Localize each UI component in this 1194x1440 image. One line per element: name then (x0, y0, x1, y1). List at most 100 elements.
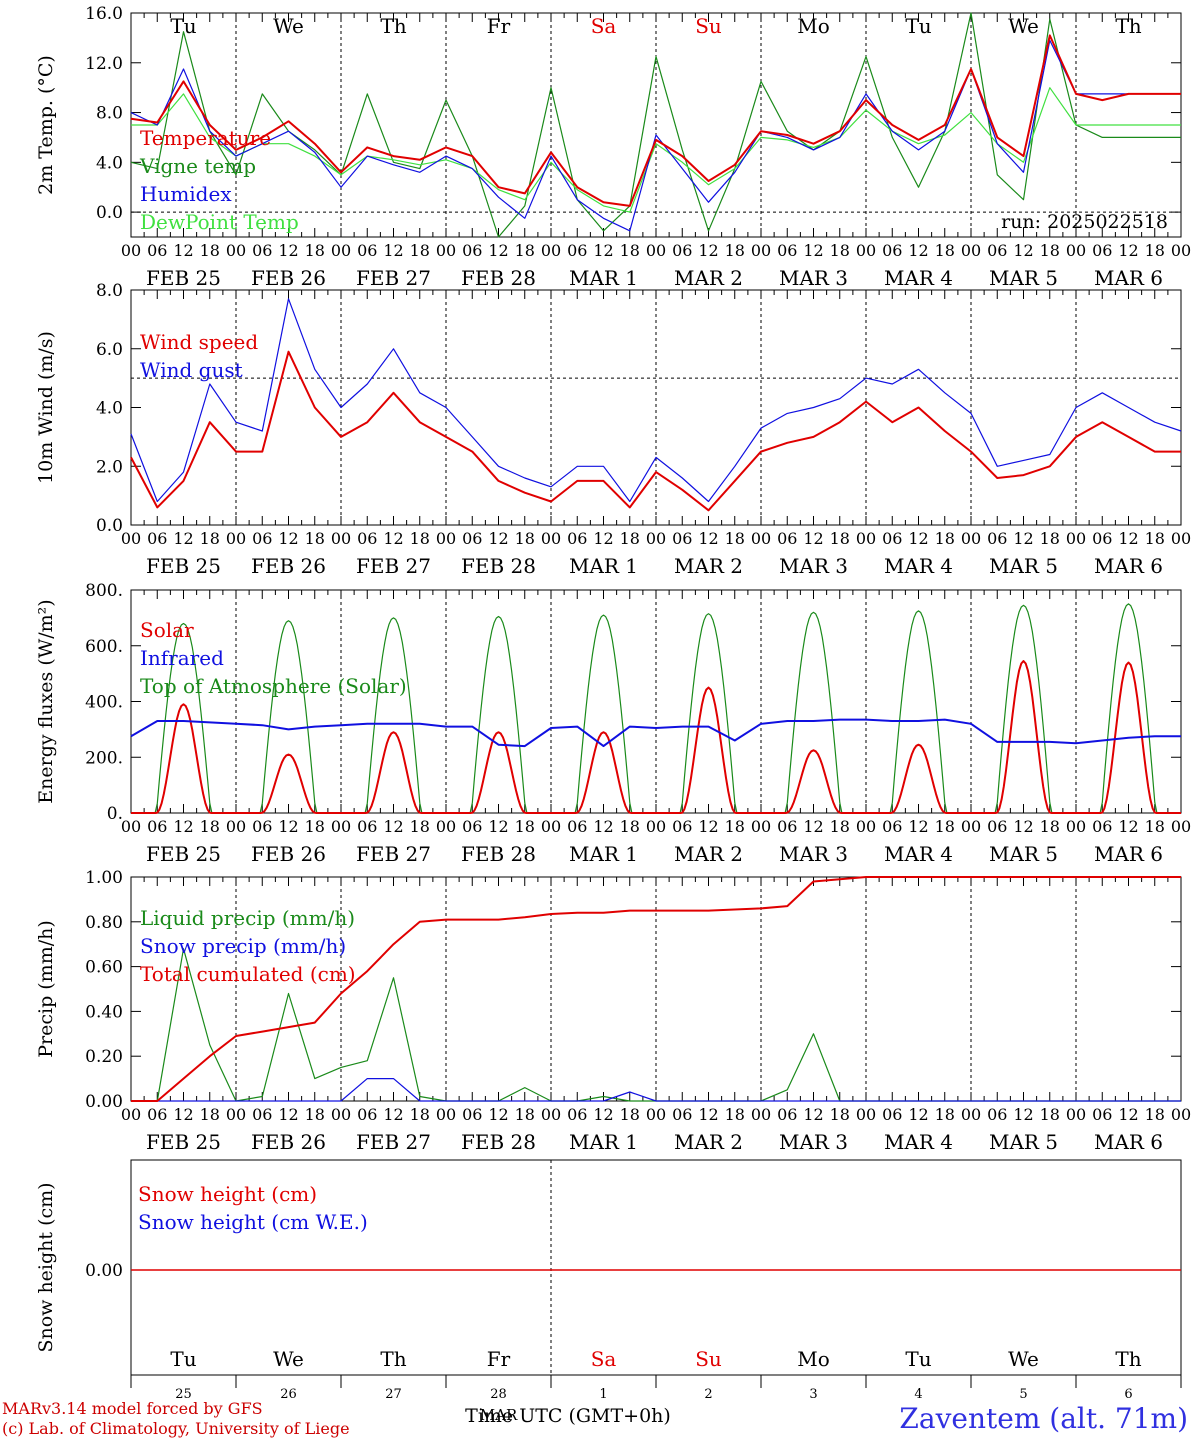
day-number: 1 (599, 1387, 607, 1402)
day-number: 27 (385, 1387, 402, 1402)
date-label: MAR 2 (674, 554, 743, 578)
panel-frame (130, 589, 1182, 814)
hour-label: 06 (462, 241, 482, 260)
hour-label: 18 (410, 817, 430, 836)
hour-label: 12 (278, 241, 298, 260)
hour-label: 00 (226, 1105, 246, 1124)
hour-label: 06 (672, 529, 692, 548)
hour-label: 06 (567, 817, 587, 836)
hour-label: 00 (961, 241, 981, 260)
hour-label: 06 (252, 817, 272, 836)
hour-label: 06 (252, 1105, 272, 1124)
weekday-label: We (273, 14, 304, 38)
infrared-line (130, 718, 1181, 748)
date-label: MAR 4 (884, 266, 953, 290)
weekday-label: Fr (487, 1347, 511, 1371)
lab-credit: (c) Lab. of Climatology, University of L… (2, 1419, 350, 1438)
hour-label: 06 (672, 817, 692, 836)
date-label: FEB 25 (146, 554, 221, 578)
day-number: 25 (175, 1387, 192, 1402)
hour-label: 00 (121, 241, 141, 260)
hour-label: 12 (278, 1105, 298, 1124)
y-tick-label: 0.60 (85, 958, 123, 978)
y-tick-label: 0.00 (85, 1261, 123, 1281)
day-number: 5 (1019, 1387, 1027, 1402)
date-label: MAR 3 (779, 554, 848, 578)
hour-label: 00 (856, 241, 876, 260)
hour-label: 00 (436, 529, 456, 548)
hour-label: 18 (410, 241, 430, 260)
date-label: MAR 6 (1094, 842, 1163, 866)
weekday-label: Mo (797, 1347, 830, 1371)
hour-label: 00 (436, 817, 456, 836)
hour-label: 18 (1040, 1105, 1060, 1124)
y-axis-label: Precip (mm/h) (35, 920, 57, 1058)
date-label: MAR 2 (674, 266, 743, 290)
day-number: 28 (490, 1387, 507, 1402)
hour-label: 00 (541, 529, 561, 548)
hour-label: 18 (620, 529, 640, 548)
wind-gust-line (130, 298, 1182, 503)
hour-label: 06 (882, 529, 902, 548)
hour-label: 00 (751, 1105, 771, 1124)
weekday-label: Tu (905, 1347, 931, 1371)
date-label: FEB 27 (356, 266, 431, 290)
weekday-label: Su (695, 14, 722, 38)
hour-label: 00 (121, 1105, 141, 1124)
panel-1: 00 06 12 18 00 06 12 18 00 06 12 18 00 06 12 18 00 06 12 18… (35, 4, 1191, 290)
date-label: MAR 2 (674, 1130, 743, 1154)
hour-label: 06 (672, 241, 692, 260)
hour-label: 12 (1118, 1105, 1138, 1124)
station-location: Zaventem (alt. 71m) (899, 1402, 1188, 1435)
hour-label: 18 (1040, 529, 1060, 548)
weekday-label: We (273, 1347, 304, 1371)
weekday-label: Tu (170, 14, 196, 38)
date-label: MAR 6 (1094, 1130, 1163, 1154)
hour-label: 06 (357, 1105, 377, 1124)
hour-label: 12 (1013, 1105, 1033, 1124)
day-number: 3 (809, 1387, 817, 1402)
legend-entry: Total cumulated (cm) (140, 962, 356, 986)
hour-label: 12 (488, 817, 508, 836)
hour-label: 06 (252, 529, 272, 548)
date-label: MAR 4 (884, 842, 953, 866)
hour-label: 00 (1066, 817, 1086, 836)
hour-label: 00 (856, 529, 876, 548)
hour-label: 06 (882, 241, 902, 260)
hour-label: 12 (1118, 817, 1138, 836)
date-label: MAR 4 (884, 554, 953, 578)
legend-entry: Wind gust (140, 358, 243, 382)
weekday-label: Th (1115, 14, 1141, 38)
series-line-blue (130, 39, 1181, 232)
date-label: MAR 3 (779, 1130, 848, 1154)
hour-label: 12 (173, 817, 193, 836)
date-label: FEB 25 (146, 842, 221, 866)
legend-entry: Snow height (cm W.E.) (138, 1210, 368, 1234)
hour-label: 12 (698, 241, 718, 260)
weekday-label: We (1008, 14, 1039, 38)
date-label: MAR 5 (989, 554, 1058, 578)
y-axis-label: 2m Temp. (°C) (35, 55, 57, 195)
hour-label: 18 (1145, 1105, 1165, 1124)
hour-label: 18 (515, 241, 535, 260)
date-label: MAR 2 (674, 842, 743, 866)
date-label: FEB 26 (251, 1130, 326, 1154)
hour-label: 00 (856, 817, 876, 836)
date-label: FEB 27 (356, 1130, 431, 1154)
hour-label: 00 (751, 529, 771, 548)
y-tick-label: 12.0 (85, 54, 123, 74)
legend-entry: Solar (140, 618, 194, 642)
hour-label: 00 (751, 241, 771, 260)
hour-label: 18 (305, 241, 325, 260)
legend-entry: Snow precip (mm/h) (140, 934, 346, 958)
hour-label: 00 (331, 529, 351, 548)
weekday-label: Sa (591, 1347, 617, 1371)
date-label: FEB 26 (251, 842, 326, 866)
hour-label: 18 (515, 529, 535, 548)
y-tick-label: 8.0 (96, 104, 123, 124)
hour-label: 18 (410, 1105, 430, 1124)
date-label: FEB 27 (356, 842, 431, 866)
hour-label: 12 (488, 529, 508, 548)
hour-label: 00 (121, 817, 141, 836)
hour-label: 06 (567, 529, 587, 548)
